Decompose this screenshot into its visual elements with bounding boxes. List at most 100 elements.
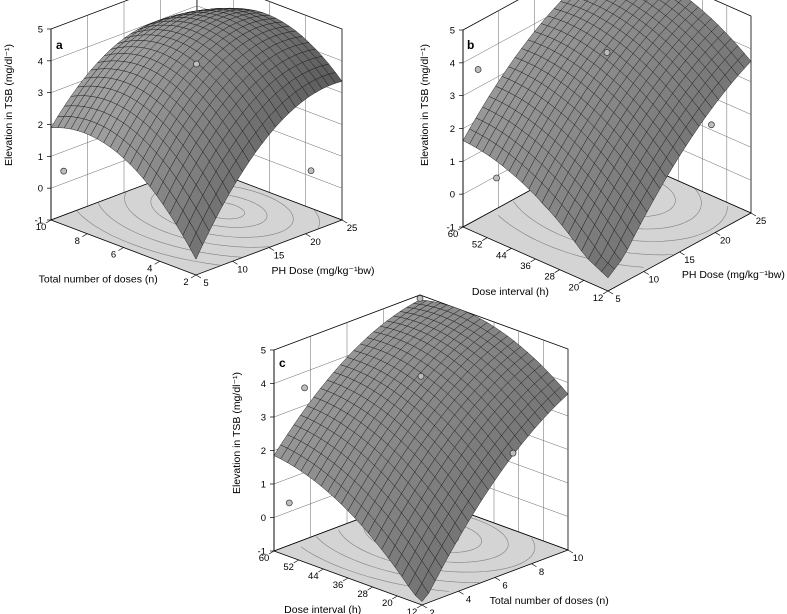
tick-label-z: 3 [261, 413, 266, 424]
tick-label-left: 60 [259, 553, 270, 564]
design-point [416, 295, 424, 302]
tick-label-left: 44 [308, 571, 319, 582]
tick-mark-right [195, 274, 202, 279]
tick-mark-right [421, 604, 428, 609]
panel-label: c [279, 356, 286, 370]
tick-mark-left [367, 586, 373, 591]
tick-label-left: 2 [183, 277, 188, 288]
design-point [493, 174, 500, 182]
tick-label-right: 10 [237, 264, 248, 275]
tick-mark-left [530, 258, 536, 263]
contour-line [76, 210, 221, 266]
response-surface [462, 0, 752, 279]
contour-line [124, 192, 270, 248]
tick-mark-left [554, 269, 560, 273]
tick-label-left: 6 [111, 250, 116, 261]
surface-cell [674, 0, 682, 3]
contour-line [315, 536, 480, 583]
tick-mark-right [494, 577, 501, 581]
z-axis-title: Elevation in TSB (mg/dl⁻¹) [231, 372, 243, 494]
panel-label: a [56, 38, 63, 52]
tick-label-left: 8 [75, 236, 80, 247]
tick-label-z: 2 [261, 446, 266, 457]
tick-mark-left [190, 274, 197, 279]
chart-panel-a: 2 4 6 8 10 5 10 15 20 25 -1 0 1 2 3 4 5 a Elevation in TSB… [3, 0, 374, 289]
tick-mark-right [679, 251, 685, 256]
tick-label-z: 5 [261, 346, 266, 357]
right-axis-title: PH Dose (mg/kg⁻¹bw) [682, 269, 785, 281]
left-axis-title: Dose interval (h) [284, 604, 361, 614]
tick-label-z: -1 [258, 547, 266, 558]
tick-label-z: 3 [450, 91, 455, 102]
design-point [307, 167, 315, 175]
tick-mark-left [457, 226, 464, 231]
tick-label-left: 20 [382, 598, 393, 609]
tick-label-left: 36 [520, 261, 531, 272]
tick-label-right: 25 [756, 216, 767, 227]
left-axis-title: Dose interval (h) [472, 286, 549, 298]
right-axis-title: Total number of doses (n) [490, 595, 609, 607]
chart-panel-b: 12202836445260510152025-1012345bElevatio… [419, 0, 785, 305]
tick-label-left: 52 [283, 562, 294, 573]
tick-label-left: 44 [496, 250, 507, 261]
tick-label-left: 20 [569, 282, 580, 293]
tick-label-right: 10 [573, 553, 584, 564]
tick-label-left: 28 [357, 589, 368, 600]
tick-label-z: 4 [38, 56, 43, 67]
design-point [474, 66, 482, 73]
tick-label-left: 12 [407, 607, 418, 614]
tick-mark-right [715, 232, 721, 236]
tick-label-right: 5 [203, 278, 208, 289]
tick-label-z: -1 [35, 216, 43, 227]
tick-mark-left [392, 595, 398, 600]
tick-mark-right [458, 590, 464, 595]
tick-label-right: 20 [310, 237, 321, 248]
response-surface [273, 299, 569, 602]
tick-label-z: 1 [450, 157, 455, 168]
surface-cell [601, 262, 615, 279]
tick-mark-left [154, 260, 160, 265]
tick-label-left: 10 [36, 222, 47, 233]
left-axis-title: Total number of doses (n) [39, 273, 158, 285]
tick-label-z: 2 [450, 124, 455, 135]
tick-label-right: 2 [429, 608, 434, 614]
tick-mark-left [45, 219, 52, 224]
design-point [603, 49, 611, 56]
tick-label-z: 1 [261, 480, 266, 491]
tick-label-left: 28 [544, 272, 555, 283]
design-point [509, 449, 517, 457]
contour-line [97, 202, 243, 258]
tick-mark-right [341, 219, 348, 224]
tick-mark-left [82, 233, 88, 238]
tick-label-right: 8 [539, 567, 544, 578]
tick-mark-left [268, 550, 275, 555]
z-axis-title: Elevation in TSB (mg/dl⁻¹) [3, 44, 15, 166]
tick-mark-left [602, 290, 609, 295]
tick-label-z: -1 [447, 223, 455, 234]
tick-label-z: 2 [38, 120, 43, 131]
tick-label-right: 20 [720, 236, 731, 247]
tick-label-right: 4 [466, 594, 471, 605]
tick-label-z: 5 [38, 25, 43, 36]
contour-line [338, 529, 536, 573]
tick-mark-left [318, 568, 324, 573]
tick-label-z: 4 [261, 379, 266, 390]
tick-mark-left [481, 237, 488, 241]
design-point [60, 167, 68, 175]
tick-label-left: 12 [593, 293, 604, 304]
tick-label-z: 1 [38, 152, 43, 163]
tick-label-left: 36 [333, 580, 344, 591]
tick-label-right: 15 [274, 251, 285, 262]
tick-label-z: 3 [38, 88, 43, 99]
tick-mark-right [607, 290, 614, 295]
tick-mark-right [232, 260, 238, 265]
tick-mark-right [567, 549, 574, 554]
tick-label-z: 0 [261, 513, 266, 524]
tick-label-right: 5 [615, 294, 620, 305]
tick-mark-right [268, 247, 275, 251]
design-point [708, 121, 715, 129]
design-point [285, 499, 293, 507]
tick-mark-right [750, 212, 757, 217]
